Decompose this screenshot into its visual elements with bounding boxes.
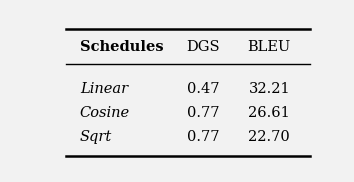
Text: 26.61: 26.61 <box>249 106 290 120</box>
Text: Sqrt: Sqrt <box>80 130 112 144</box>
Text: 0.47: 0.47 <box>187 82 219 96</box>
Text: BLEU: BLEU <box>247 40 291 54</box>
Text: 0.77: 0.77 <box>187 106 219 120</box>
Text: Schedules: Schedules <box>80 40 164 54</box>
Text: Linear: Linear <box>80 82 128 96</box>
Text: 0.77: 0.77 <box>187 130 219 144</box>
Text: 32.21: 32.21 <box>249 82 290 96</box>
Text: Cosine: Cosine <box>80 106 130 120</box>
Text: DGS: DGS <box>187 40 220 54</box>
Text: 22.70: 22.70 <box>249 130 290 144</box>
